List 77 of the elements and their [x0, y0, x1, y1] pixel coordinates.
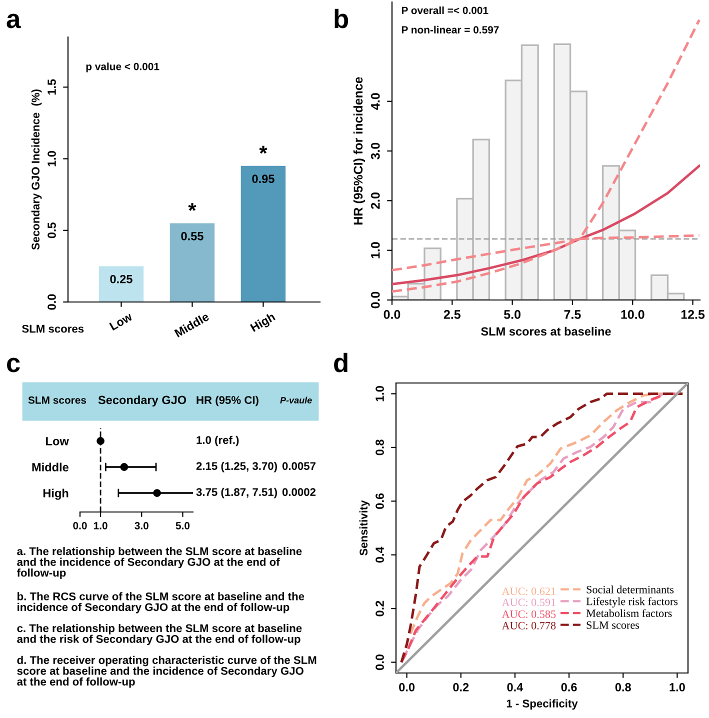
- bar: [240, 166, 286, 302]
- y-tick-label: 0.5: [48, 222, 56, 238]
- x-tick-label: 0.0: [399, 683, 415, 692]
- y-tick-label: 0.4: [376, 546, 384, 563]
- bar: [170, 223, 215, 302]
- data-label: 0.55: [181, 232, 204, 240]
- x-tick-label: 0.2: [453, 683, 469, 692]
- x-tick-label: 0.6: [561, 683, 577, 692]
- x-tick-label: 3.0: [134, 522, 148, 530]
- data-label: 0.95: [252, 174, 274, 184]
- bar: [98, 266, 144, 302]
- chart-title: c: [7, 358, 20, 372]
- x-tick-label: 0.0: [73, 522, 87, 530]
- x-tick-label: 0.0: [384, 310, 400, 319]
- y-tick-label: 0.2: [376, 600, 384, 616]
- x-tick-label: 1.0: [94, 522, 108, 530]
- annotation: p value < 0.001: [86, 62, 160, 72]
- text: 1.0 (ref.): [196, 436, 239, 446]
- y-tick-label: 2.0: [370, 192, 380, 209]
- annotation: AUC: 0.591: [502, 598, 556, 606]
- y-tick-label: 4.0: [370, 93, 380, 110]
- annotation: AUC: 0.621: [502, 588, 556, 596]
- x-tick-label: Low: [109, 312, 134, 331]
- legend-label: Lifestyle risk factors: [586, 597, 678, 608]
- text: b. The RCS curve of the SLM score at baseline and the incidence of Secondary GJO at the end of follow-up: [18, 592, 304, 614]
- text: P-vaule: [280, 396, 312, 404]
- chart-title: b: [334, 8, 348, 28]
- text: c. The relationship between the SLM score at baseline and the risk of Secondary GJO at the end of follow-up: [17, 624, 302, 646]
- x-tick-label: 10.0: [621, 310, 644, 319]
- annotation: *: [259, 146, 268, 154]
- text: HR (95% CI): [196, 396, 258, 406]
- text: d. The receiver operating characteristic curve of the SLM score at baseline and the incidence of Secondary GJO at the end of follow-up: [17, 656, 316, 688]
- chart-title: d: [334, 352, 348, 372]
- x-tick-label: 12.5: [681, 310, 705, 319]
- x-tick-label: 7.5: [564, 310, 581, 319]
- category-label: Middle: [32, 462, 68, 472]
- annotation: *: [188, 203, 196, 211]
- x-tick-label: 0.4: [507, 683, 524, 692]
- legend-label: Metabolism factors: [586, 609, 672, 618]
- text: 0.0057: [282, 462, 316, 470]
- x-tick-label: 1.0: [670, 683, 685, 692]
- text: a. The relationship between the SLM score at baseline and the incidence of Secondary GJO at the end of follow-up: [16, 547, 302, 579]
- y-tick-label: 0.0: [376, 654, 384, 670]
- annotation: AUC: 0.778: [502, 622, 556, 630]
- text: 0.0002: [282, 488, 316, 496]
- y-tick-label: 0.8: [376, 440, 384, 456]
- y-tick-label: 3.0: [370, 142, 380, 160]
- y-tick-label: 1.0: [370, 242, 380, 258]
- x-axis-title: Secondary GJO: [98, 395, 186, 407]
- y-tick-label: 1.0: [376, 386, 384, 402]
- text: 3.75 (1.87, 7.51): [196, 488, 277, 498]
- category-label: High: [43, 488, 68, 500]
- x-tick-label: 5.0: [504, 310, 520, 319]
- x-tick-label: 2.5: [444, 310, 460, 319]
- category-label: Low: [46, 437, 69, 446]
- legend-label: SLM scores: [586, 621, 640, 629]
- x-tick-label: High: [250, 312, 277, 334]
- annotation: AUC: 0.585: [502, 610, 556, 618]
- chart-title: a: [6, 14, 21, 28]
- y-axis-title: Secondary GJO Incidence (%): [31, 89, 42, 250]
- y-tick-label: 1.5: [48, 79, 56, 95]
- x-tick-label: 0.8: [615, 683, 631, 692]
- legend-label: Social determinants: [586, 586, 674, 594]
- data-label: 0.25: [110, 274, 132, 284]
- y-tick-label: 1.0: [48, 151, 56, 166]
- annotation: P non-linear = 0.597: [402, 26, 499, 34]
- y-tick-label: 0.6: [376, 493, 384, 509]
- annotation: P overall =< 0.001: [402, 6, 488, 14]
- x-tick-label: 5.0: [176, 522, 190, 530]
- y-axis-title: HR (95%CI) for incidence: [353, 77, 366, 224]
- y-tick-label: 0.0: [370, 292, 380, 308]
- x-axis-title: SLM scores: [22, 324, 84, 333]
- x-axis-title: 1 - Specificity: [506, 699, 578, 710]
- text: 2.15 (1.25, 3.70): [196, 462, 277, 472]
- y-axis-title: Sensitivity: [359, 500, 370, 556]
- x-axis-title: SLM scores at baseline: [481, 326, 611, 336]
- y-axis-title: SLM scores: [28, 396, 86, 404]
